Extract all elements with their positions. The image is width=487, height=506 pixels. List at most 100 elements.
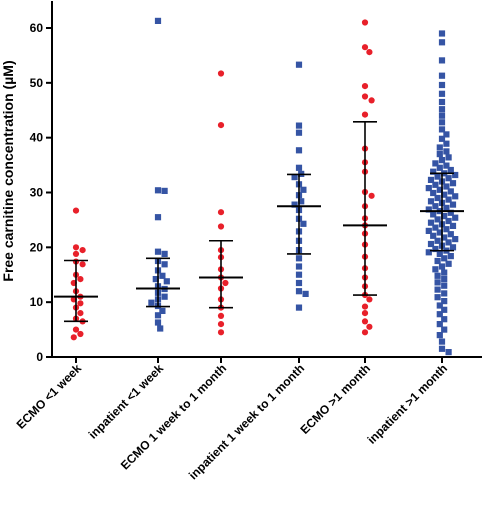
y-tick-label: 0 (36, 350, 43, 364)
data-point-square (427, 198, 435, 205)
data-point-square (438, 126, 446, 133)
y-tick-label: 30 (30, 186, 44, 200)
data-point-square (427, 176, 435, 183)
data-point-square (161, 293, 168, 300)
data-point-square (295, 279, 303, 287)
data-point-square (445, 217, 452, 225)
data-point-circle (361, 111, 369, 118)
data-point-square (425, 249, 432, 256)
data-point-square (425, 185, 432, 192)
data-point-square (154, 248, 162, 255)
data-point-square (432, 224, 439, 231)
data-point-square (436, 311, 443, 318)
data-point-square (436, 332, 443, 339)
data-point-circle (217, 321, 225, 328)
data-point-square (438, 90, 446, 97)
data-point-square (434, 257, 441, 265)
data-point-square (436, 164, 443, 171)
data-point-square (438, 338, 446, 345)
data-point-square (438, 157, 446, 164)
data-point-square (430, 168, 437, 175)
y-tick-label: 60 (30, 21, 44, 35)
data-point-square (295, 129, 303, 136)
data-point-square (438, 57, 446, 64)
data-point-square (148, 299, 155, 306)
data-point-circle (217, 223, 225, 230)
y-tick-label: 10 (30, 295, 44, 309)
data-point-square (295, 147, 303, 154)
data-point-square (436, 229, 443, 236)
data-point-square (441, 191, 448, 198)
data-point-square (430, 189, 437, 197)
data-point-square (438, 98, 446, 106)
data-point-square (438, 72, 446, 79)
data-point-square (436, 151, 443, 158)
data-point-square (434, 237, 441, 244)
data-point-square (452, 214, 459, 221)
data-point-circle (77, 276, 84, 283)
data-point-square (436, 250, 443, 257)
data-point-circle (368, 192, 375, 199)
data-point-circle (361, 19, 369, 26)
data-point-square (434, 279, 441, 286)
data-point-square (441, 276, 448, 283)
data-point-square (438, 112, 446, 119)
data-point-square (441, 213, 448, 220)
data-point-square (447, 231, 454, 238)
data-marks (70, 17, 459, 356)
data-point-square (441, 316, 448, 323)
data-point-square (425, 206, 432, 213)
data-point-square (159, 307, 166, 314)
data-point-square (447, 209, 454, 216)
data-point-circle (217, 70, 225, 77)
data-point-square (441, 269, 448, 276)
data-point-square (295, 122, 303, 129)
data-point-square (300, 220, 307, 227)
data-point-square (300, 186, 307, 193)
data-point-square (441, 282, 448, 289)
data-point-circle (361, 310, 369, 317)
data-point-circle (72, 207, 80, 214)
data-point-circle (72, 244, 80, 251)
data-point-square (443, 183, 450, 190)
data-point-circle (70, 334, 77, 341)
data-point-square (432, 266, 439, 273)
data-point-square (447, 166, 454, 174)
y-tick-label: 40 (30, 131, 44, 145)
data-point-square (302, 290, 309, 297)
data-point-circle (368, 97, 375, 104)
data-point-square (154, 319, 162, 326)
data-point-square (441, 234, 448, 241)
data-point-square (434, 173, 441, 180)
data-point-square (432, 245, 439, 253)
data-point-square (154, 17, 162, 24)
data-point-circle (72, 250, 80, 257)
data-point-square (295, 288, 303, 295)
data-point-square (452, 171, 459, 179)
data-point-square (438, 81, 446, 89)
data-point-square (436, 186, 443, 193)
data-point-square (161, 261, 168, 268)
data-point-square (154, 214, 162, 221)
data-point-square (452, 236, 459, 243)
data-point-circle (361, 303, 369, 310)
data-point-square (443, 226, 450, 233)
data-point-square (443, 162, 450, 169)
data-point-square (427, 219, 435, 226)
data-point-square (445, 196, 452, 203)
data-point-circle (222, 279, 229, 287)
data-point-square (432, 203, 439, 210)
data-point-square (154, 312, 162, 319)
data-point-circle (217, 329, 225, 336)
axes: 0 10 20 30 40 50 60 (30, 1, 482, 364)
data-point-circle (79, 261, 86, 268)
data-point-square (441, 290, 448, 297)
data-point-circle (217, 209, 225, 216)
data-point-square (295, 255, 303, 262)
data-point-circle (361, 93, 369, 100)
x-category-label: ECMO <1 week (14, 361, 85, 432)
data-point-square (449, 222, 457, 229)
data-point-square (441, 306, 448, 313)
data-point-square (161, 187, 168, 194)
